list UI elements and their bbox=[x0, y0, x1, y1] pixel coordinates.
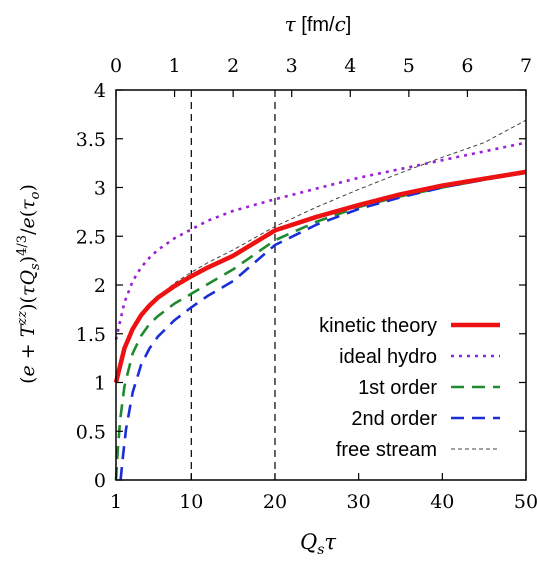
x-tick-label: 50 bbox=[514, 491, 537, 513]
vertical-reference-lines bbox=[190, 90, 276, 480]
x-tick-label: 20 bbox=[263, 491, 287, 513]
top-tick-label: 1 bbox=[169, 55, 181, 77]
series-line-2nd-order bbox=[119, 171, 527, 481]
x-tick-label: 1 bbox=[110, 491, 122, 513]
y-tick-label: 4 bbox=[94, 80, 106, 102]
series-line-ideal-hydro bbox=[114, 141, 527, 340]
y-tick-label: 3.5 bbox=[76, 129, 106, 151]
y-tick-label: 1.5 bbox=[76, 324, 106, 346]
top-tick-label: 4 bbox=[344, 55, 356, 77]
top-tick-label: 0 bbox=[110, 55, 122, 77]
top-tick-label: 5 bbox=[403, 55, 415, 77]
top-tick-label: 7 bbox=[520, 55, 532, 77]
x-axis-title: Qsτ bbox=[300, 530, 336, 558]
series-line-kinetic-theory bbox=[113, 169, 527, 384]
x-tick-label: 30 bbox=[347, 491, 371, 513]
x-tick-label: 10 bbox=[179, 491, 203, 513]
legend: kinetic theory ideal hydro 1st order 2nd or… bbox=[319, 315, 500, 461]
legend-label: ideal hydro bbox=[339, 346, 437, 368]
y-tick-label: 2.5 bbox=[76, 226, 106, 248]
x-tick-label: 40 bbox=[430, 491, 454, 513]
legend-label: free stream bbox=[336, 439, 437, 461]
y-tick-label: 1 bbox=[94, 373, 106, 395]
legend-label: 2nd order bbox=[351, 408, 437, 430]
top-tick-label: 2 bbox=[227, 55, 239, 77]
axis-ticks bbox=[115, 89, 527, 481]
y-tick-label: 0.5 bbox=[76, 421, 106, 443]
y-axis-title: (e + Tzz)(τQs)4/3/e(τo) bbox=[15, 184, 43, 384]
series-lines bbox=[113, 119, 527, 481]
legend-label: 1st order bbox=[358, 377, 437, 399]
top-axis-title: τ [fm/c] bbox=[285, 12, 352, 36]
top-tick-label: 3 bbox=[286, 55, 298, 77]
y-tick-label: 0 bbox=[94, 470, 106, 492]
top-tick-label: 6 bbox=[461, 55, 473, 77]
y-tick-label: 2 bbox=[94, 275, 106, 297]
y-tick-label: 3 bbox=[94, 178, 106, 200]
series-line-free-stream bbox=[115, 119, 527, 383]
legend-label: kinetic theory bbox=[319, 315, 437, 337]
